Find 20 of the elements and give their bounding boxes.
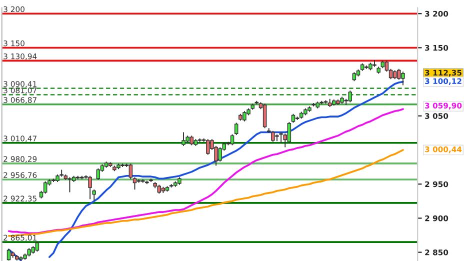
line-series	[8, 108, 404, 234]
candlestick	[242, 110, 246, 122]
candlestick	[401, 71, 405, 86]
candlestick	[96, 168, 100, 180]
candlestick	[88, 175, 92, 200]
candlestick	[128, 163, 133, 180]
candlestick	[35, 240, 40, 252]
candlestick	[132, 176, 137, 190]
candlestick	[218, 146, 222, 162]
candlestick	[271, 130, 275, 142]
candlestick	[262, 103, 267, 129]
candlestick	[234, 122, 238, 136]
candlestick	[348, 90, 352, 103]
candlestick	[190, 135, 194, 146]
candlestick	[6, 248, 11, 261]
candlestick	[43, 180, 48, 194]
candlestick	[287, 122, 292, 144]
candlestick	[230, 134, 234, 146]
candlestick	[182, 132, 186, 146]
candlestick	[206, 138, 210, 156]
